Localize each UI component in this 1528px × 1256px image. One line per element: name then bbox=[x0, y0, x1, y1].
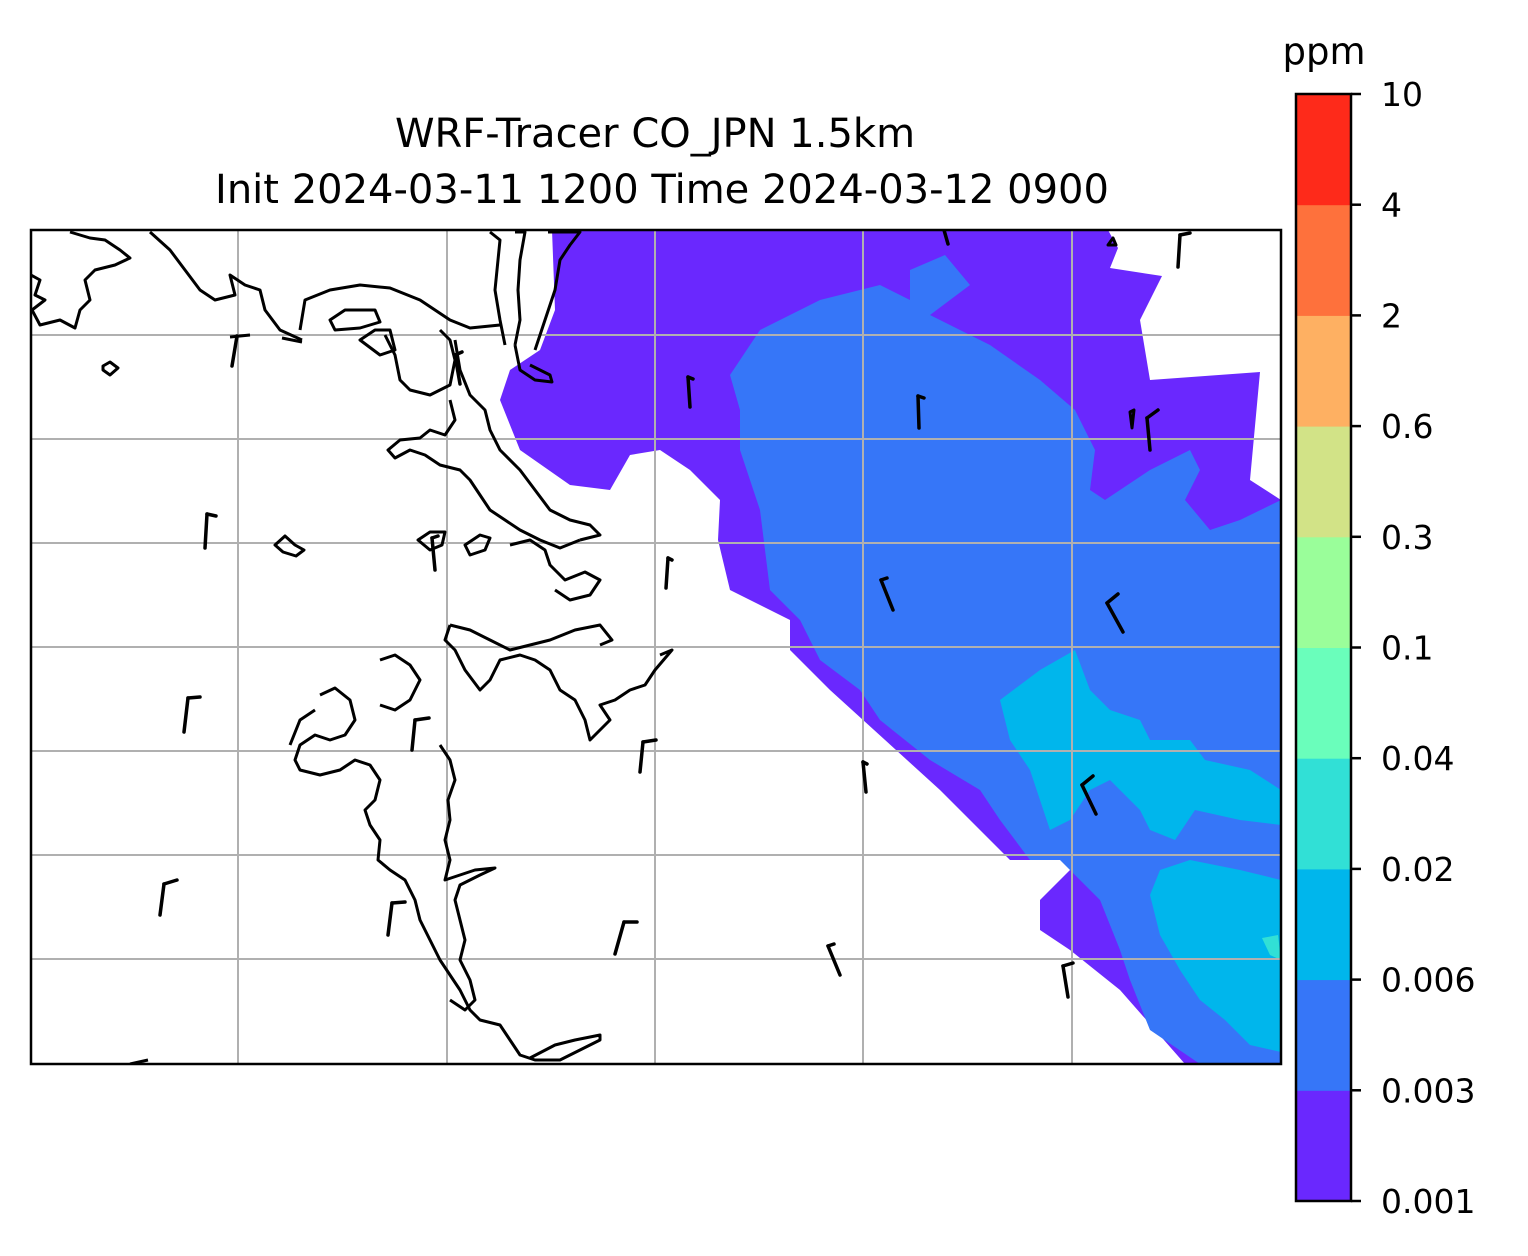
colorbar-tick-label: 0.003 bbox=[1381, 1071, 1475, 1110]
colorbar-tick-label: 0.6 bbox=[1381, 407, 1433, 446]
wind-barb bbox=[1105, 592, 1125, 634]
coastlines bbox=[31, 230, 1136, 1064]
wind-barb bbox=[916, 394, 926, 430]
colorbar-tick-label: 0.3 bbox=[1381, 518, 1433, 557]
colorbar-tick-label: 0.1 bbox=[1381, 629, 1433, 668]
wind-barb bbox=[453, 350, 464, 386]
wind-barbs bbox=[158, 230, 1192, 999]
wind-barb bbox=[826, 942, 842, 977]
colorbar-segment bbox=[1296, 1090, 1351, 1202]
map-title-line2: Init 2024-03-11 1200 Time 2024-03-12 090… bbox=[215, 167, 1109, 213]
wind-barb bbox=[203, 512, 218, 550]
concentration-fill-0.003 bbox=[730, 255, 1281, 1064]
concentration-fill-0.02 bbox=[1262, 935, 1281, 960]
map-panel bbox=[31, 230, 1281, 1064]
colorbar-unit-label: ppm bbox=[1282, 30, 1365, 73]
colorbar-ticks: 0.001 0.003 0.006 0.02 0.04 0.1 0.3 0.6 2 4 10 bbox=[1351, 75, 1475, 1221]
colorbar-segments bbox=[1296, 94, 1351, 1202]
colorbar-tick-label: 0.04 bbox=[1381, 739, 1454, 778]
wind-barb bbox=[386, 900, 407, 937]
wind-barb bbox=[230, 334, 239, 368]
colorbar-tick-label: 2 bbox=[1381, 296, 1402, 335]
colorbar-segment bbox=[1296, 94, 1351, 206]
map-frame bbox=[29, 228, 1283, 1066]
wind-barb bbox=[613, 920, 639, 956]
wind-barb bbox=[638, 738, 658, 774]
wind-barb bbox=[430, 534, 440, 572]
wind-barb bbox=[158, 878, 179, 917]
colorbar: ppm 0.001 0.003 0.006 0.02 0.04 0.1 0.3 0.6 2 4 10 bbox=[1282, 30, 1475, 1221]
wind-barb bbox=[1145, 408, 1160, 452]
wind-barb bbox=[410, 716, 431, 752]
map-title-line1: WRF-Tracer CO_JPN 1.5km bbox=[395, 111, 915, 157]
wind-barb bbox=[664, 556, 674, 590]
colorbar-tick-label: 4 bbox=[1381, 186, 1402, 225]
wind-barb bbox=[879, 576, 895, 612]
wind-barb bbox=[182, 695, 202, 734]
colorbar-tick-label: 0.006 bbox=[1381, 961, 1475, 1000]
colorbar-segment bbox=[1296, 426, 1351, 538]
colorbar-segment bbox=[1296, 536, 1351, 648]
colorbar-segment bbox=[1296, 647, 1351, 759]
colorbar-tick-label: 0.001 bbox=[1381, 1182, 1475, 1221]
colorbar-segment bbox=[1296, 979, 1351, 1091]
wind-barb bbox=[942, 230, 950, 246]
wind-barb bbox=[1176, 231, 1192, 269]
wind-barb bbox=[1061, 961, 1075, 999]
colorbar-segment bbox=[1296, 758, 1351, 870]
colorbar-tick-label: 0.02 bbox=[1381, 850, 1454, 889]
wind-barb bbox=[861, 760, 869, 794]
colorbar-segment bbox=[1296, 315, 1351, 427]
wind-barb bbox=[686, 375, 695, 409]
wind-barb bbox=[1080, 774, 1098, 816]
colorbar-segment bbox=[1296, 868, 1351, 981]
colorbar-tick-label: 10 bbox=[1381, 75, 1423, 114]
colorbar-segment bbox=[1296, 204, 1351, 316]
